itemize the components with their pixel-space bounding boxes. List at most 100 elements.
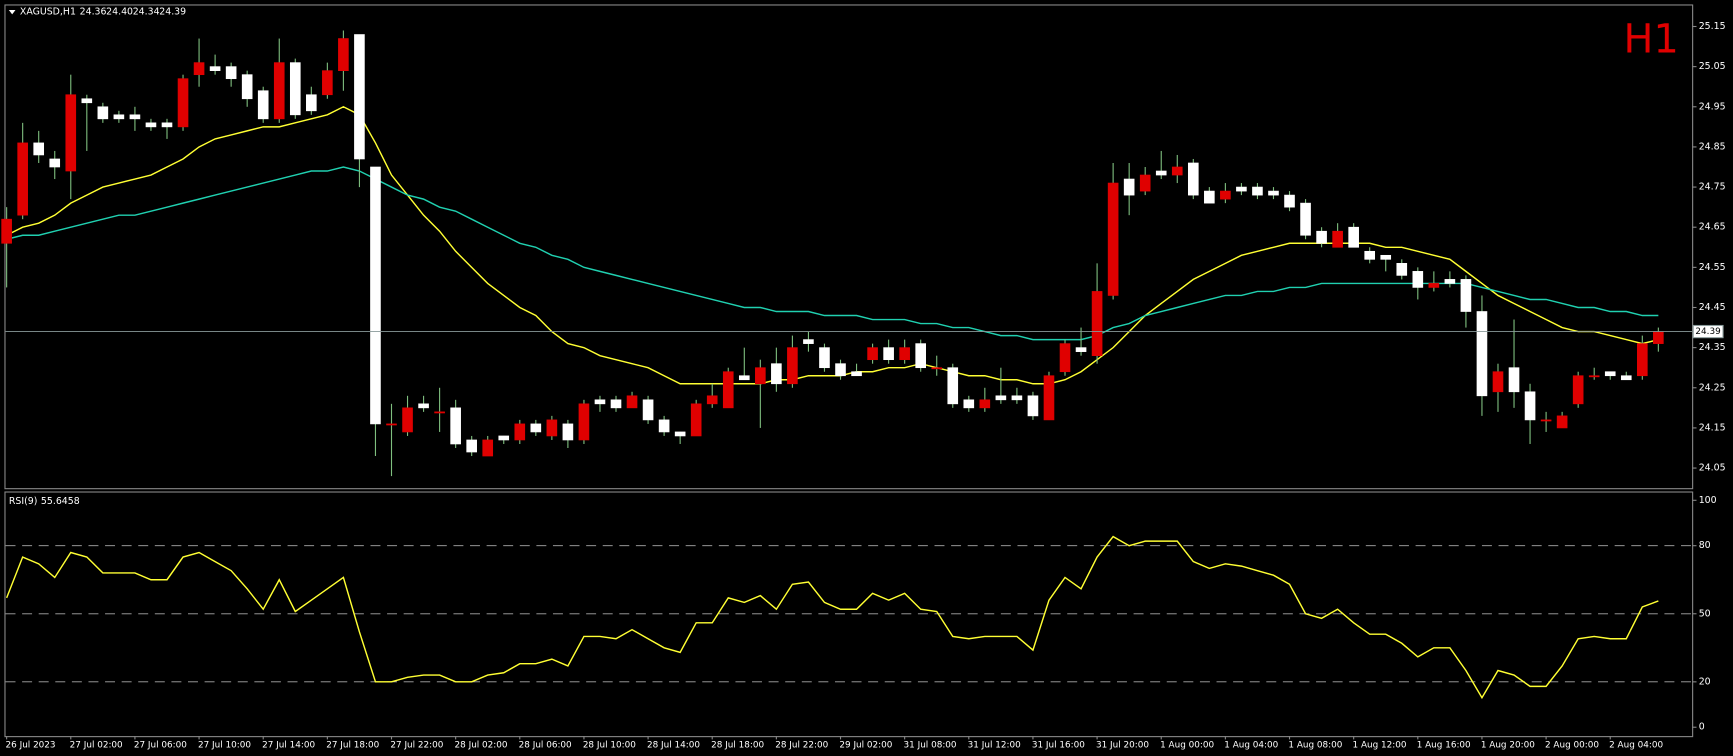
candle-body: [209, 66, 221, 71]
price-tick-label: 24.75: [1699, 182, 1726, 193]
price-tick-label: 24.55: [1699, 262, 1726, 273]
time-tick-label: 28 Jul 22:00: [775, 740, 828, 750]
rsi-tick-label: 50: [1699, 608, 1711, 619]
candle-body: [1155, 170, 1167, 176]
time-tick-label: 28 Jul 10:00: [583, 740, 636, 750]
candle-body: [161, 122, 173, 128]
time-tick-label: 28 Jul 06:00: [519, 740, 572, 750]
time-tick-label: 1 Aug 20:00: [1481, 740, 1535, 750]
candle-body: [273, 62, 285, 120]
candle-body: [418, 403, 429, 409]
candle-body: [963, 399, 975, 409]
close-label: 24.39: [159, 7, 186, 18]
time-tick-label: 1 Aug 08:00: [1288, 740, 1342, 750]
price-tick-label: 24.45: [1699, 302, 1726, 313]
candle-body: [241, 74, 253, 100]
price-tick-label: 25.15: [1699, 21, 1726, 32]
low-label: 24.34: [133, 7, 160, 18]
candle-body: [338, 38, 349, 71]
time-tick-label: 26 Jul 2023: [6, 740, 56, 750]
candle-body: [915, 343, 926, 369]
candle-body: [883, 347, 894, 361]
candle-body: [322, 70, 333, 96]
candle-body: [1604, 371, 1616, 377]
candle-body: [851, 371, 862, 377]
rsi-tick-label: 80: [1699, 540, 1711, 551]
moving-average: [6, 105, 1659, 385]
timeframe-annotation: H1: [1624, 17, 1679, 63]
price-tick-label: 24.25: [1699, 382, 1726, 393]
rsi-tick-label: 20: [1699, 676, 1711, 687]
candle-body: [1524, 391, 1536, 421]
time-tick-label: 31 Jul 08:00: [904, 740, 957, 750]
candle-body: [1364, 250, 1376, 260]
candle-body: [1187, 162, 1199, 196]
candle-body: [1171, 166, 1183, 176]
candle-body: [33, 142, 45, 156]
candle-body: [1460, 279, 1472, 312]
candle-body: [1284, 194, 1295, 208]
candle-body: [1508, 367, 1520, 393]
time-tick-label: 2 Aug 00:00: [1545, 740, 1599, 750]
time-tick-label: 31 Jul 16:00: [1032, 740, 1085, 750]
candle-body: [97, 106, 109, 120]
candle-body: [1220, 190, 1231, 200]
candle-body: [289, 62, 301, 116]
candle-body: [1236, 186, 1247, 192]
time-tick-label: 2 Aug 04:00: [1609, 740, 1663, 750]
price-tick-label: 24.05: [1699, 463, 1726, 474]
candle-body: [1316, 230, 1327, 244]
high-label: 24.40: [106, 7, 133, 18]
price-tick-label: 24.65: [1699, 222, 1726, 233]
candle-body: [899, 347, 910, 361]
candle-body: [722, 371, 734, 409]
candle-body: [498, 435, 510, 441]
time-tick-label: 27 Jul 14:00: [262, 740, 315, 750]
candle-body: [1637, 343, 1648, 377]
candle-body: [931, 367, 943, 370]
time-tick-label: 27 Jul 10:00: [198, 740, 251, 750]
candle-body: [1091, 291, 1103, 356]
candle-body: [530, 423, 542, 433]
candle-body: [1540, 419, 1552, 422]
candle-body: [1268, 190, 1279, 196]
candle-body: [514, 423, 526, 441]
candle-body: [1620, 375, 1632, 381]
candle-body: [1, 218, 12, 244]
candle-body: [1588, 375, 1600, 378]
candle-body: [819, 347, 830, 369]
candle-body: [450, 407, 461, 445]
time-tick-label: 31 Jul 12:00: [968, 740, 1021, 750]
candle-body: [1444, 279, 1456, 284]
candle-body: [674, 431, 686, 437]
price-tick-label: 24.95: [1699, 101, 1726, 112]
time-tick-label: 1 Aug 16:00: [1417, 740, 1471, 750]
candle-body: [1348, 226, 1359, 248]
main-panel: [4, 4, 1694, 490]
rsi-panel: [4, 491, 1694, 738]
symbol-title: XAGUSD,H1: [20, 7, 76, 18]
candle-body: [787, 347, 798, 385]
candle-body: [1027, 395, 1039, 417]
rsi-value: 55.6458: [41, 496, 80, 507]
time-tick-label: 27 Jul 22:00: [390, 740, 443, 750]
candle-body: [81, 98, 93, 104]
candle-body: [225, 66, 237, 80]
candle-body: [706, 395, 718, 405]
moving-average: [6, 166, 1659, 341]
rsi-tick-label: 0: [1699, 722, 1705, 733]
candle-body: [803, 339, 814, 344]
candle-body: [1075, 347, 1087, 352]
time-tick-label: 29 Jul 02:00: [839, 740, 892, 750]
time-tick-label: 31 Jul 20:00: [1096, 740, 1149, 750]
time-tick-label: 27 Jul 18:00: [326, 740, 379, 750]
candle-body: [1123, 178, 1135, 196]
candle-body: [642, 399, 654, 421]
candle-body: [306, 94, 317, 112]
price-tick-label: 24.35: [1699, 342, 1726, 353]
time-tick-label: 1 Aug 12:00: [1353, 740, 1407, 750]
menu-arrow[interactable]: [8, 9, 16, 15]
candle-body: [49, 158, 61, 168]
candle-body: [690, 403, 702, 437]
time-tick-label: 27 Jul 06:00: [134, 740, 187, 750]
